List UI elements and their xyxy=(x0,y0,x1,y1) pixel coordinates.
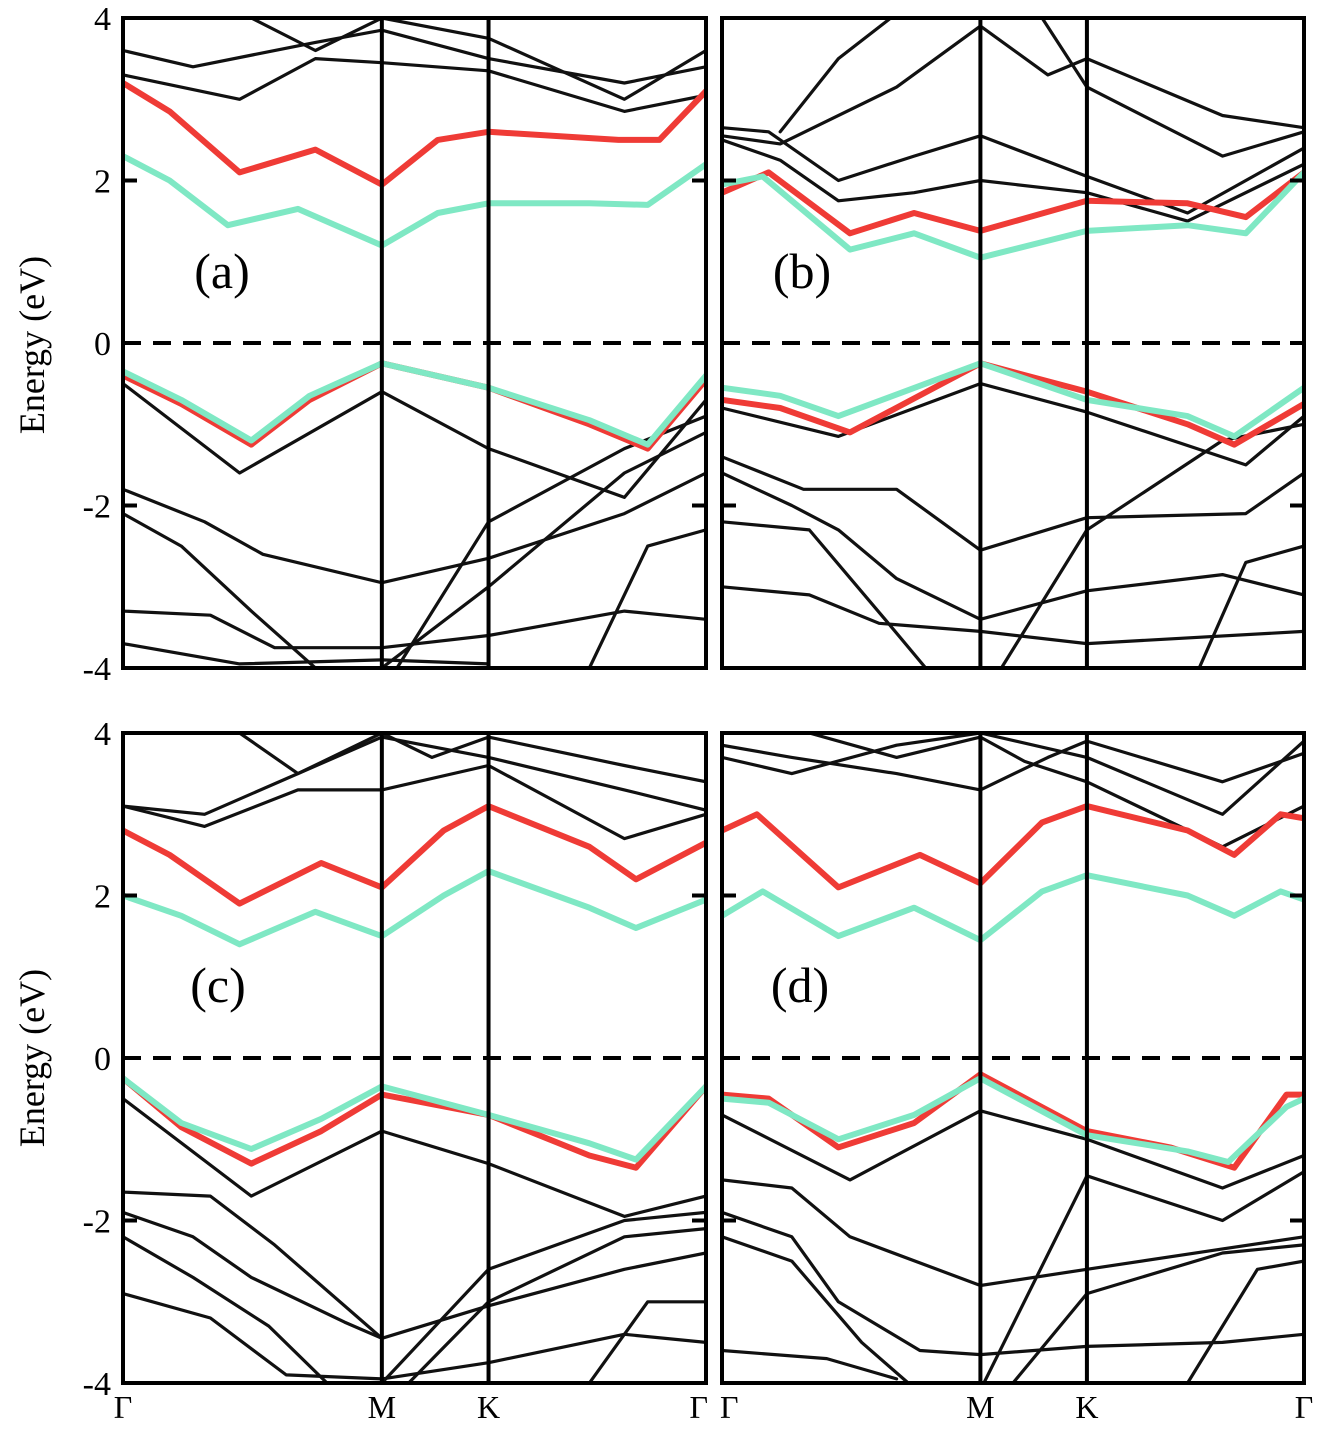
plot-area xyxy=(722,18,1304,668)
band-line-7 xyxy=(722,1235,910,1383)
band-line-14 xyxy=(778,18,893,134)
band-line-11 xyxy=(587,1300,706,1383)
y-tick-label: -2 xyxy=(83,1204,111,1241)
y-tick-label: 2 xyxy=(94,164,111,201)
x-tick-label: Γ xyxy=(1295,1389,1314,1425)
y-tick-label: 0 xyxy=(94,326,111,363)
panel-c: -4 -2 0 2 4 (c) xyxy=(83,716,708,1403)
band-line-12 xyxy=(123,56,706,114)
cyan-band-line-3 xyxy=(722,360,1304,440)
band-line-8 xyxy=(722,1348,899,1381)
panel-frame xyxy=(720,731,1306,1385)
x-tick-label: Γ xyxy=(114,1389,133,1425)
cyan-band-line-3 xyxy=(123,360,706,448)
cyan-band-line-1 xyxy=(123,153,706,249)
band-line-6 xyxy=(123,1210,384,1340)
panel-a: -4 -2 0 2 4 (a) xyxy=(83,1,708,688)
band-line-12 xyxy=(722,739,1304,792)
band-line-15 xyxy=(1040,18,1304,158)
band-line-7 xyxy=(722,585,1304,646)
x-tick-label: M xyxy=(368,1389,396,1425)
x-tick-label: Γ xyxy=(720,1389,739,1425)
band-line-9 xyxy=(380,1210,706,1383)
band-line-4 xyxy=(123,382,706,499)
band-line-13 xyxy=(123,28,706,85)
y-tick-label: 4 xyxy=(94,1,111,38)
band-line-12 xyxy=(123,763,706,841)
x-tick-label: K xyxy=(477,1389,500,1425)
cyan-band-line-1 xyxy=(722,872,1304,944)
band-line-4 xyxy=(722,1109,1304,1190)
band-line-4 xyxy=(722,382,1304,467)
y-tick-label: -2 xyxy=(83,489,111,526)
red-band-line-2 xyxy=(722,360,1304,448)
band-line-8 xyxy=(123,1291,706,1381)
x-tick-label: M xyxy=(966,1389,994,1425)
x-tick-label: Γ xyxy=(690,1389,709,1425)
band-line-6 xyxy=(722,1210,1304,1357)
panel-label: (b) xyxy=(773,243,831,299)
band-line-13 xyxy=(722,24,1304,146)
plot-area xyxy=(722,733,1304,1383)
band-line-5 xyxy=(722,1178,1304,1288)
panel-frame xyxy=(121,731,708,1385)
panel-b: (b) xyxy=(720,16,1306,670)
panel-label: (a) xyxy=(194,243,250,299)
y-tick-label: 2 xyxy=(94,879,111,916)
red-band-line-0 xyxy=(123,80,706,188)
band-line-12 xyxy=(722,138,1304,223)
band-line-11 xyxy=(722,126,1304,215)
band-line-5 xyxy=(123,471,706,585)
red-band-line-2 xyxy=(123,360,706,452)
band-line-10 xyxy=(407,1226,706,1383)
y-axis-title-bottom: Energy (eV) xyxy=(12,969,52,1147)
panel-label: (c) xyxy=(190,957,246,1013)
y-tick-label: -4 xyxy=(83,1366,111,1403)
band-line-8 xyxy=(722,520,928,668)
band-line-8 xyxy=(123,641,491,666)
band-line-11 xyxy=(1185,1259,1304,1383)
band-line-13 xyxy=(722,733,1304,816)
panel-label: (d) xyxy=(771,957,829,1013)
cyan-band-line-1 xyxy=(123,868,706,948)
y-tick-label: 4 xyxy=(94,716,111,753)
band-line-14 xyxy=(249,18,706,101)
panel-frame xyxy=(720,16,1306,670)
cyan-band-line-3 xyxy=(722,1075,1304,1165)
y-axis-title-top: Energy (eV) xyxy=(12,256,52,434)
band-line-11 xyxy=(587,528,706,668)
x-tick-label: K xyxy=(1075,1389,1098,1425)
band-line-7 xyxy=(123,1235,329,1383)
panel-frame xyxy=(121,16,708,670)
band-line-14 xyxy=(238,733,706,784)
y-tick-label: 0 xyxy=(94,1041,111,1078)
band-line-9 xyxy=(982,1170,1304,1383)
band-line-6 xyxy=(722,471,1304,621)
band-line-4 xyxy=(123,1096,706,1219)
y-tick-label: -4 xyxy=(83,651,111,688)
red-band-line-0 xyxy=(123,803,706,907)
band-line-9 xyxy=(380,430,706,668)
band-line-6 xyxy=(123,511,317,668)
cyan-band-line-3 xyxy=(123,1075,706,1163)
band-line-10 xyxy=(1011,1243,1304,1383)
band-line-10 xyxy=(1197,544,1304,668)
band-line-9 xyxy=(999,422,1304,668)
panel-d: (d) xyxy=(720,731,1306,1385)
red-band-line-0 xyxy=(722,803,1304,891)
band-line-5 xyxy=(722,455,1304,552)
